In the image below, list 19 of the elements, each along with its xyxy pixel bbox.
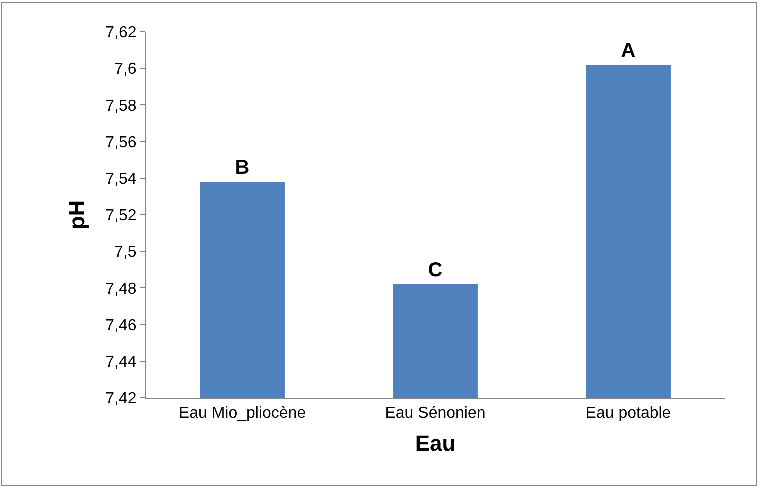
y-tick-label: 7,5: [114, 244, 137, 262]
x-tick-label: Eau Sénonien: [385, 405, 486, 422]
data-label: C: [428, 260, 443, 282]
y-tick-label: 7,42: [106, 390, 137, 408]
x-axis-title: Eau: [415, 431, 456, 456]
y-tick-label: 7,58: [106, 98, 137, 115]
y-tick-label: 7,6: [114, 61, 137, 78]
y-tick-label: 7,62: [106, 24, 137, 42]
x-tick-label: Eau Mio_pliocène: [178, 405, 306, 422]
y-tick-label: 7,48: [106, 280, 137, 298]
y-tick-label: 7,56: [106, 134, 137, 152]
y-tick-label: 7,54: [106, 171, 137, 188]
y-tick-label: 7,52: [106, 208, 137, 225]
x-tick-label: Eau potable: [586, 405, 672, 422]
data-label: A: [621, 40, 636, 62]
data-label: B: [235, 157, 250, 180]
y-tick-label: 7,44: [106, 354, 137, 371]
y-tick-label: 7,46: [106, 317, 137, 334]
y-axis-title: pH: [64, 200, 90, 230]
